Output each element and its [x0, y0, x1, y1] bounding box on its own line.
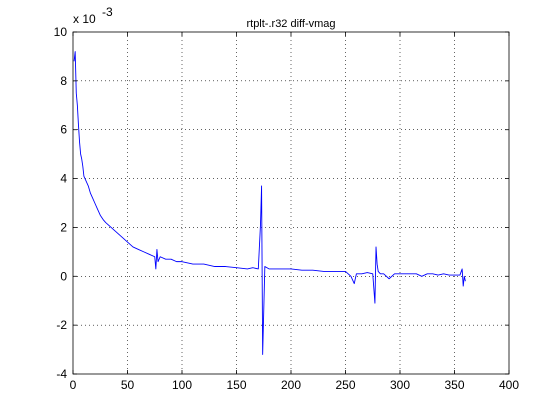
y-tick-label: 6	[60, 123, 67, 137]
x-tick-label: 0	[70, 378, 77, 392]
y-tick-label: -2	[56, 318, 67, 332]
y-scale-base: x 10	[73, 12, 96, 26]
y-tick-label: 0	[60, 269, 67, 283]
y-tick-label: -4	[56, 367, 67, 381]
y-scale-exponent: -3	[102, 5, 113, 19]
x-tick-label: 400	[499, 378, 519, 392]
y-tick-label: 10	[54, 25, 68, 39]
x-tick-label: 250	[335, 378, 355, 392]
x-tick-label: 350	[444, 378, 464, 392]
y-tick-label: 4	[60, 172, 67, 186]
plot-background	[73, 32, 509, 374]
x-tick-label: 100	[172, 378, 192, 392]
series-line	[73, 51, 466, 355]
chart-title: rtplt-.r32 diff-vmag	[246, 18, 335, 30]
x-tick-label: 50	[121, 378, 135, 392]
y-tick-label: 2	[60, 220, 67, 234]
x-tick-label: 300	[390, 378, 410, 392]
plot-area: 0 50 100 150 200 250 300 350 400 -4 -2 0 2 4 6 8 10 x 10-…	[54, 5, 520, 392]
x-tick-label: 200	[281, 378, 301, 392]
x-tick-label: 150	[226, 378, 246, 392]
y-tick-label: 8	[60, 74, 67, 88]
